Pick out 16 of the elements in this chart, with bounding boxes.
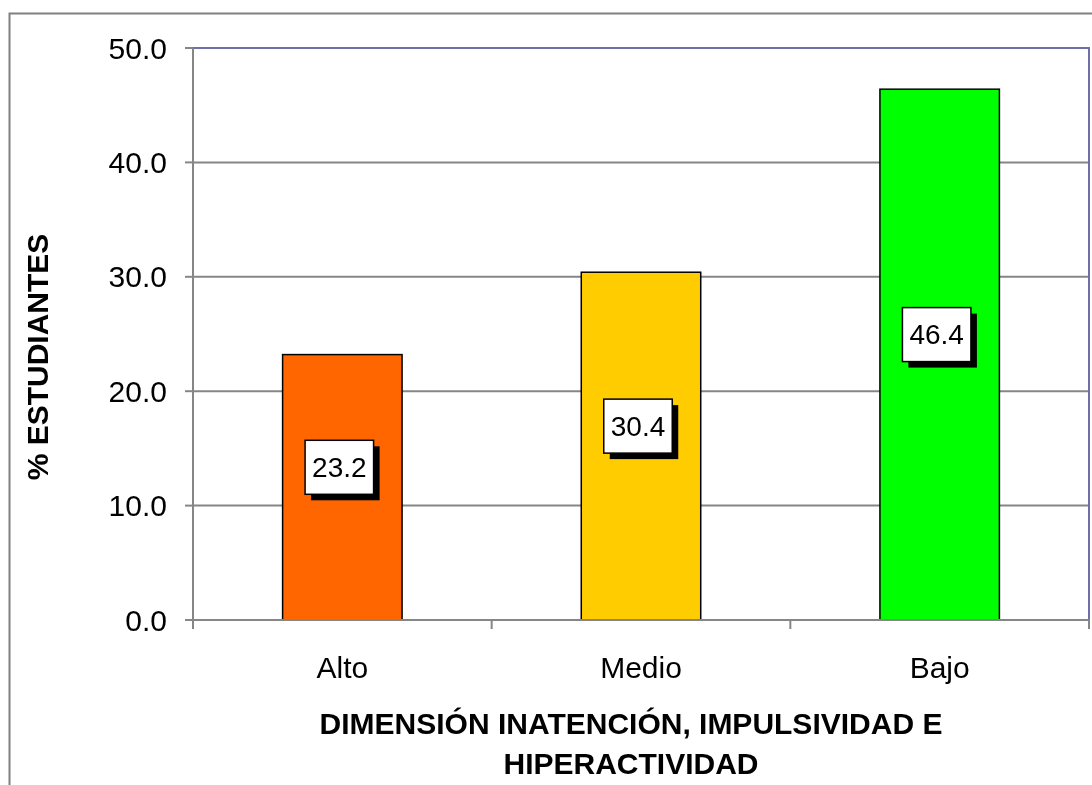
y-tick-label: 50.0 [108, 31, 167, 65]
x-axis-title: DIMENSIÓN INATENCIÓN, IMPULSIVIDAD E HIPERACTIVIDAD [319, 707, 943, 780]
y-tick-label: 30.0 [108, 260, 167, 294]
bar [879, 88, 1001, 621]
y-axis-title: % ESTUDIANTES [21, 233, 54, 481]
bar [580, 271, 702, 621]
x-tick-label: Bajo [909, 651, 970, 684]
data-label: 46.4 [909, 319, 964, 351]
y-tick-label: 40.0 [108, 145, 167, 179]
data-label: 30.4 [610, 410, 666, 442]
data-label: 23.2 [312, 451, 367, 483]
x-tick-label: Alto [316, 651, 369, 684]
y-tick-label: 20.0 [108, 374, 167, 408]
y-tick-label: 10.0 [108, 489, 167, 523]
x-tick-label: Medio [600, 651, 682, 684]
y-tick-label: 0.0 [125, 603, 167, 637]
